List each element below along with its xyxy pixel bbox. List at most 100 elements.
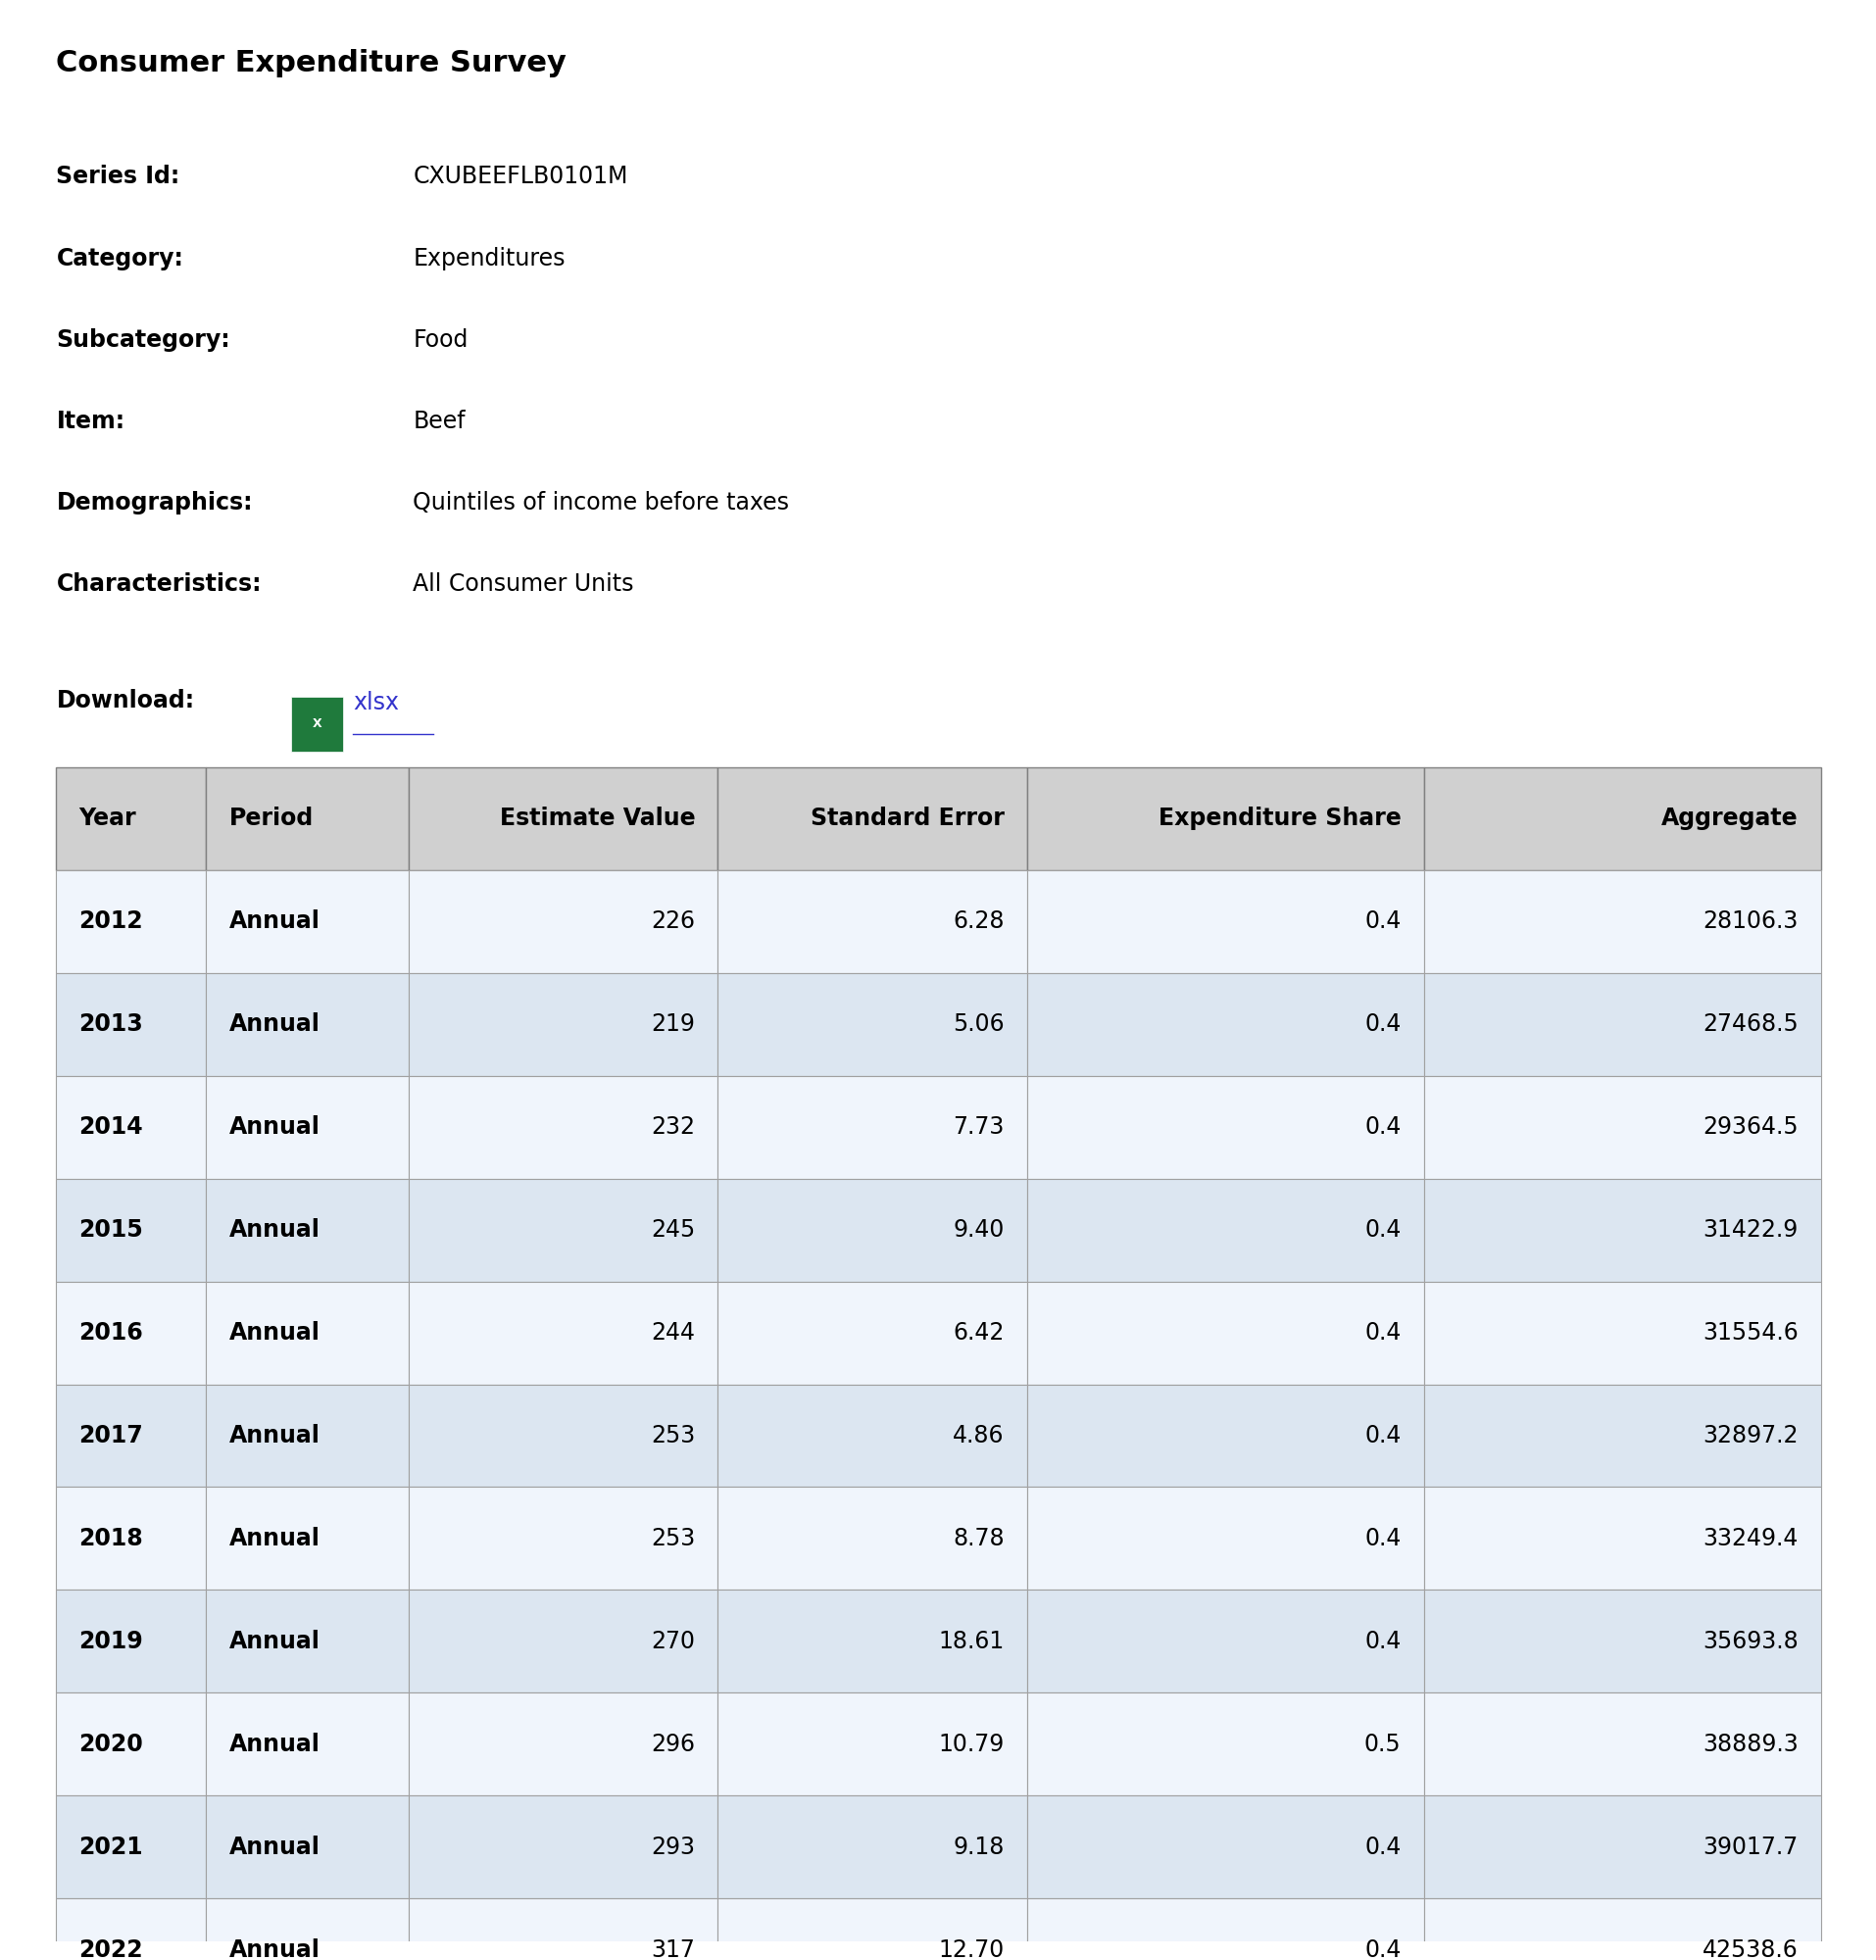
Text: 8.78: 8.78: [953, 1527, 1004, 1550]
FancyBboxPatch shape: [1026, 870, 1422, 972]
Text: Expenditure Share: Expenditure Share: [1157, 808, 1399, 831]
Text: Annual: Annual: [229, 1527, 319, 1550]
Text: Annual: Annual: [229, 1425, 319, 1448]
FancyBboxPatch shape: [409, 1899, 717, 1960]
Text: 10.79: 10.79: [938, 1733, 1004, 1756]
Text: Period: Period: [229, 808, 313, 831]
Text: Beef: Beef: [413, 410, 465, 433]
FancyBboxPatch shape: [1422, 766, 1820, 870]
FancyBboxPatch shape: [717, 1178, 1026, 1282]
FancyBboxPatch shape: [717, 1590, 1026, 1693]
Text: 2017: 2017: [79, 1425, 143, 1448]
Text: 245: 245: [651, 1219, 694, 1243]
FancyBboxPatch shape: [717, 1384, 1026, 1488]
FancyBboxPatch shape: [717, 1076, 1026, 1178]
FancyBboxPatch shape: [1422, 1384, 1820, 1488]
Text: 33249.4: 33249.4: [1702, 1527, 1797, 1550]
FancyBboxPatch shape: [206, 1384, 409, 1488]
Text: Annual: Annual: [229, 1115, 319, 1139]
Text: 4.86: 4.86: [953, 1425, 1004, 1448]
FancyBboxPatch shape: [56, 1178, 206, 1282]
FancyBboxPatch shape: [1422, 1693, 1820, 1795]
Text: Food: Food: [413, 327, 467, 351]
FancyBboxPatch shape: [206, 1899, 409, 1960]
Text: 18.61: 18.61: [938, 1629, 1004, 1652]
FancyBboxPatch shape: [206, 870, 409, 972]
Text: 42538.6: 42538.6: [1702, 1938, 1797, 1960]
FancyBboxPatch shape: [409, 1590, 717, 1693]
FancyBboxPatch shape: [56, 1282, 206, 1384]
FancyBboxPatch shape: [1422, 1282, 1820, 1384]
FancyBboxPatch shape: [1026, 1178, 1422, 1282]
Text: 2020: 2020: [79, 1733, 143, 1756]
FancyBboxPatch shape: [56, 1488, 206, 1590]
FancyBboxPatch shape: [409, 1384, 717, 1488]
Text: Download:: Download:: [56, 690, 195, 713]
Text: Annual: Annual: [229, 1733, 319, 1756]
FancyBboxPatch shape: [717, 766, 1026, 870]
Text: 2021: 2021: [79, 1835, 143, 1858]
FancyBboxPatch shape: [206, 1178, 409, 1282]
FancyBboxPatch shape: [717, 870, 1026, 972]
FancyBboxPatch shape: [1422, 870, 1820, 972]
FancyBboxPatch shape: [56, 1899, 206, 1960]
Text: Annual: Annual: [229, 1321, 319, 1345]
FancyBboxPatch shape: [56, 870, 206, 972]
Text: 9.40: 9.40: [953, 1219, 1004, 1243]
FancyBboxPatch shape: [56, 1795, 206, 1899]
Text: 2022: 2022: [79, 1938, 143, 1960]
Text: Annual: Annual: [229, 1938, 319, 1960]
Text: Demographics:: Demographics:: [56, 492, 253, 515]
FancyBboxPatch shape: [409, 870, 717, 972]
FancyBboxPatch shape: [1422, 1488, 1820, 1590]
FancyBboxPatch shape: [409, 766, 717, 870]
FancyBboxPatch shape: [206, 972, 409, 1076]
FancyBboxPatch shape: [1026, 1590, 1422, 1693]
Text: Year: Year: [79, 808, 137, 831]
FancyBboxPatch shape: [56, 1384, 206, 1488]
Text: Item:: Item:: [56, 410, 126, 433]
Text: 244: 244: [651, 1321, 694, 1345]
FancyBboxPatch shape: [1026, 1693, 1422, 1795]
Text: 0.4: 0.4: [1364, 909, 1399, 933]
Text: 0.4: 0.4: [1364, 1321, 1399, 1345]
Text: 28106.3: 28106.3: [1702, 909, 1797, 933]
Text: 27468.5: 27468.5: [1702, 1013, 1797, 1037]
Text: 2018: 2018: [79, 1527, 143, 1550]
FancyBboxPatch shape: [1026, 1282, 1422, 1384]
FancyBboxPatch shape: [409, 1282, 717, 1384]
Text: 219: 219: [651, 1013, 694, 1037]
Text: Expenditures: Expenditures: [413, 247, 565, 270]
Text: 226: 226: [651, 909, 694, 933]
Text: 232: 232: [651, 1115, 694, 1139]
Text: 253: 253: [651, 1425, 694, 1448]
Text: Standard Error: Standard Error: [810, 808, 1004, 831]
Text: 253: 253: [651, 1527, 694, 1550]
Text: X: X: [311, 717, 323, 731]
FancyBboxPatch shape: [56, 1693, 206, 1795]
FancyBboxPatch shape: [206, 1488, 409, 1590]
FancyBboxPatch shape: [56, 972, 206, 1076]
Text: 0.4: 0.4: [1364, 1629, 1399, 1652]
Text: xlsx: xlsx: [353, 692, 400, 715]
Text: 2019: 2019: [79, 1629, 143, 1652]
Text: Consumer Expenditure Survey: Consumer Expenditure Survey: [56, 49, 567, 76]
FancyBboxPatch shape: [409, 1076, 717, 1178]
Text: 0.4: 0.4: [1364, 1425, 1399, 1448]
Text: Subcategory:: Subcategory:: [56, 327, 231, 351]
Text: Annual: Annual: [229, 1013, 319, 1037]
Text: 9.18: 9.18: [953, 1835, 1004, 1858]
Text: 0.4: 0.4: [1364, 1835, 1399, 1858]
Text: 31422.9: 31422.9: [1702, 1219, 1797, 1243]
Text: 35693.8: 35693.8: [1702, 1629, 1797, 1652]
Text: 0.4: 0.4: [1364, 1219, 1399, 1243]
Text: Annual: Annual: [229, 1835, 319, 1858]
Text: CXUBEEFLB0101M: CXUBEEFLB0101M: [413, 165, 628, 188]
FancyBboxPatch shape: [1026, 1899, 1422, 1960]
FancyBboxPatch shape: [1026, 1488, 1422, 1590]
FancyBboxPatch shape: [409, 1795, 717, 1899]
Text: 39017.7: 39017.7: [1702, 1835, 1797, 1858]
FancyBboxPatch shape: [56, 1076, 206, 1178]
Text: 0.4: 0.4: [1364, 1115, 1399, 1139]
FancyBboxPatch shape: [409, 1693, 717, 1795]
